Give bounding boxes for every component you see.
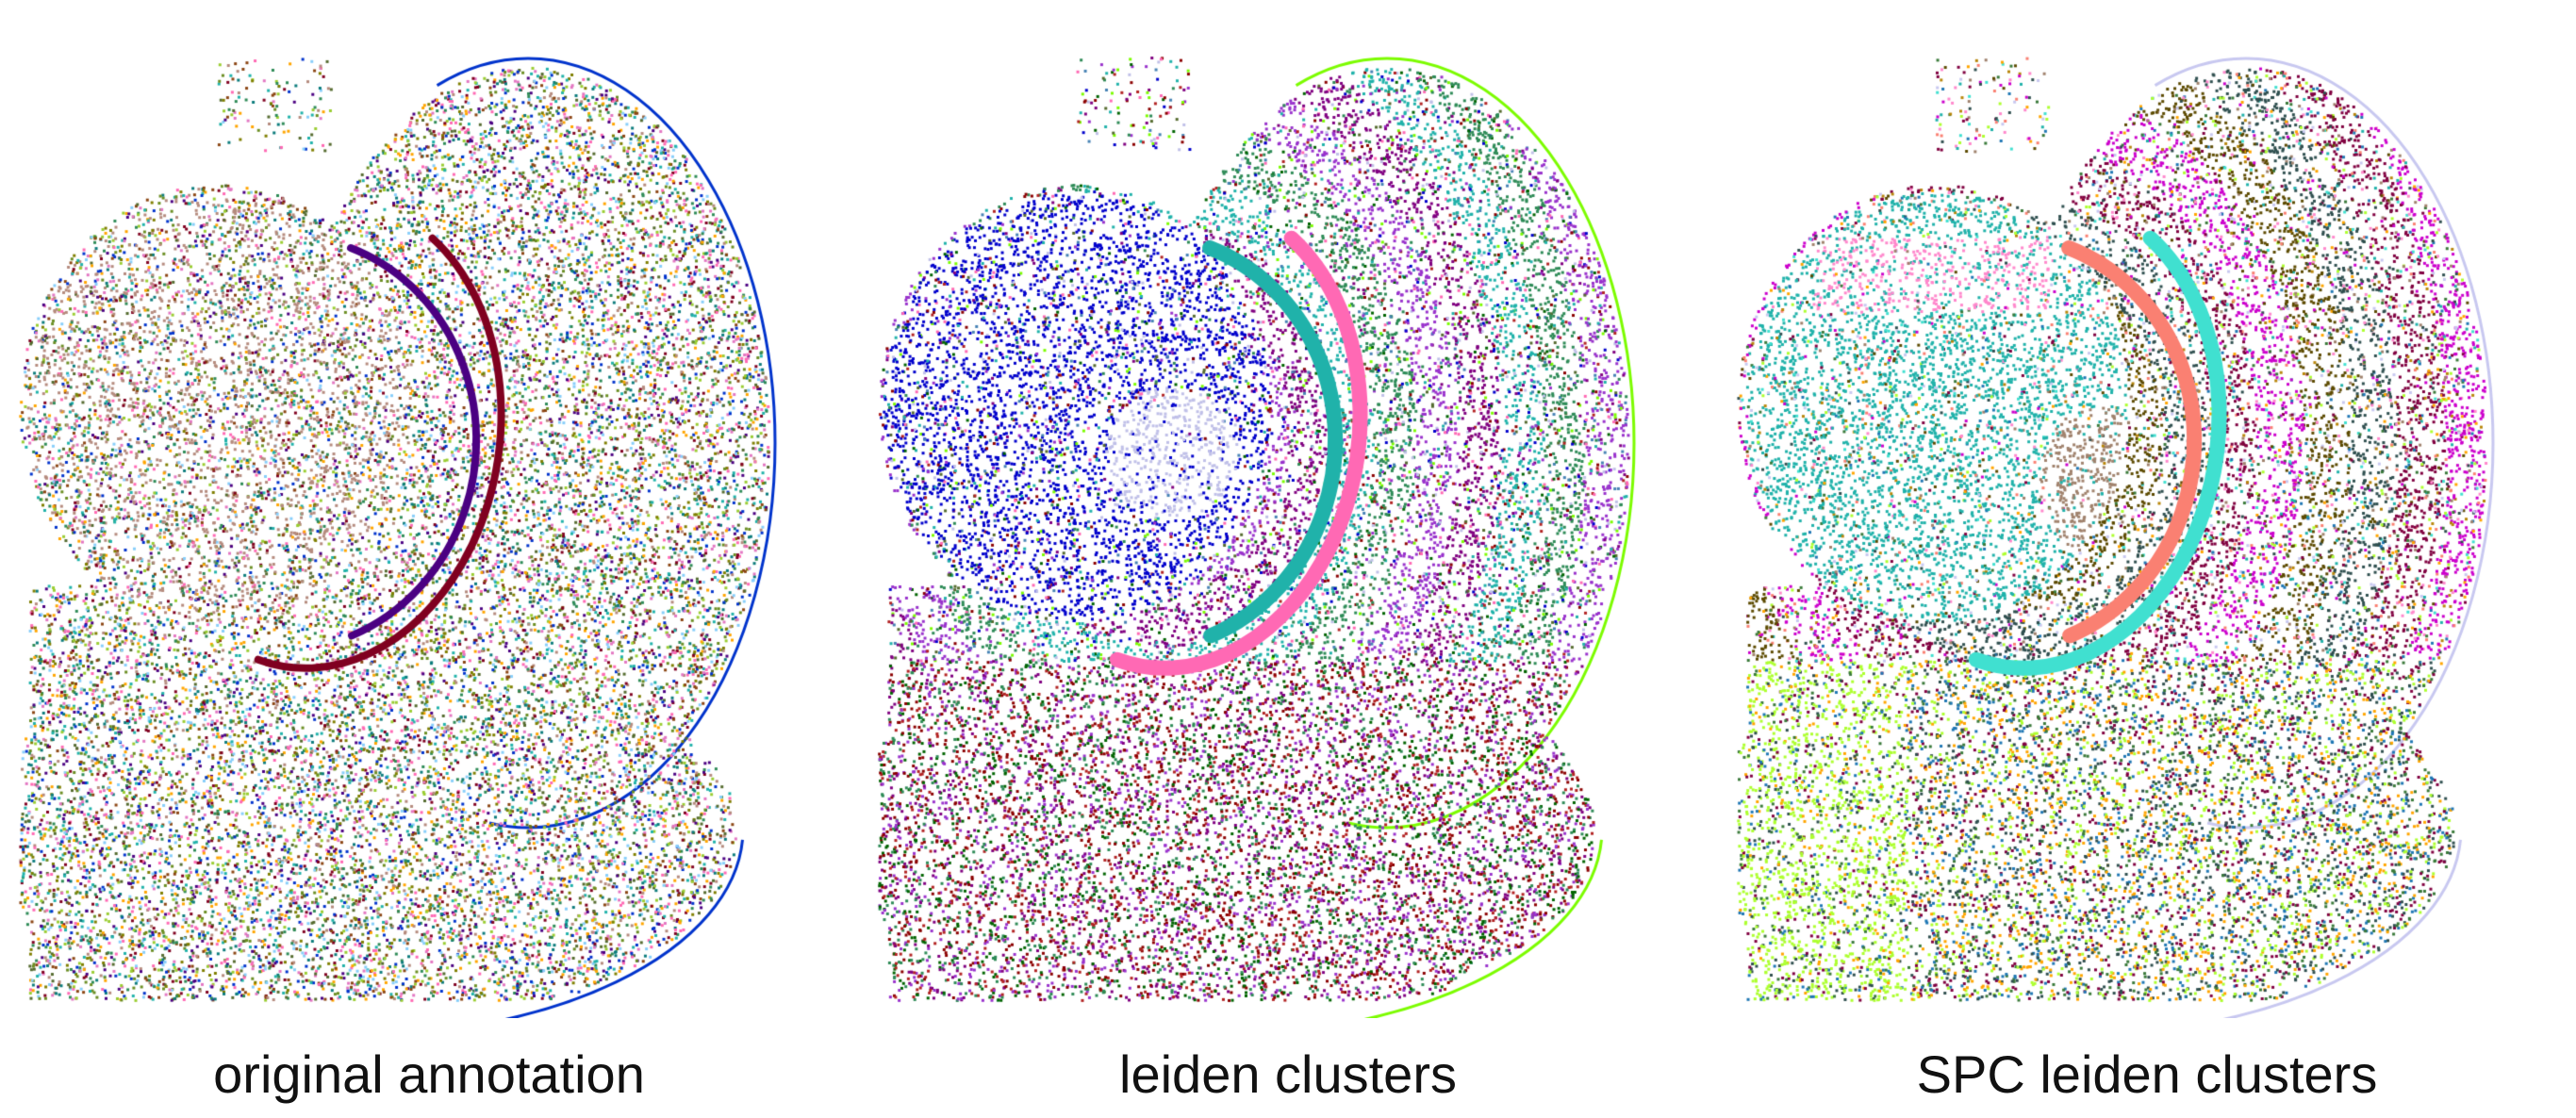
panel-leiden-clusters: leiden clusters [859,0,1717,1118]
spatial-scatter-original-annotation [0,0,858,1018]
panel-label: leiden clusters [1119,1044,1457,1104]
panel-label: original annotation [213,1044,645,1104]
panel-spc-leiden-clusters: SPC leiden clusters [1718,0,2576,1118]
spatial-scatter-leiden-clusters [859,0,1717,1018]
spatial-scatter-spc-leiden-clusters [1718,0,2576,1018]
panel-label: SPC leiden clusters [1916,1044,2378,1104]
panel-original-annotation: original annotation [0,0,858,1118]
